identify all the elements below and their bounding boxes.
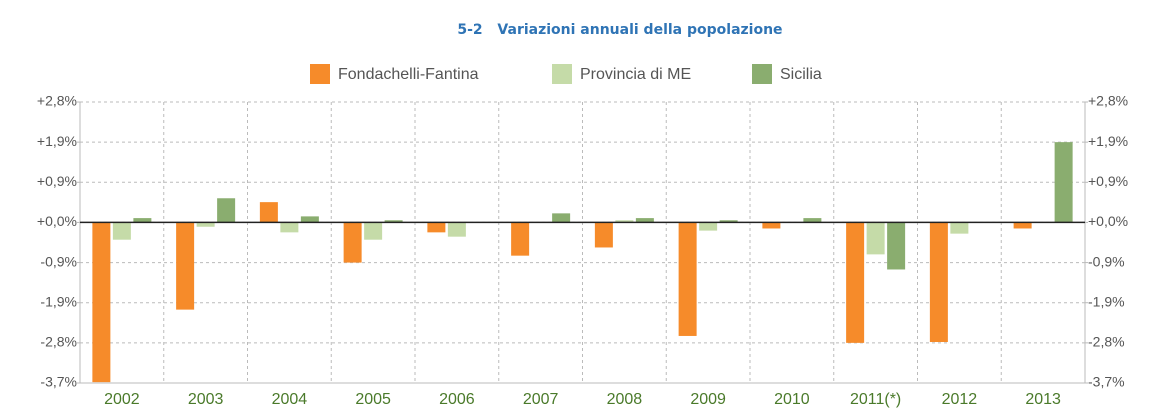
bar (92, 222, 111, 383)
y2-tick-label: +0,0% (1088, 213, 1128, 229)
y2-tick-label: -1,9% (1088, 293, 1125, 309)
y2-tick-label: -2,8% (1088, 334, 1125, 350)
y2-tick-label: +1,9% (1088, 133, 1128, 149)
bar (300, 216, 319, 223)
y-tick-label: -3,7% (40, 374, 77, 390)
bar (887, 222, 906, 270)
y-tick-label: +0,9% (37, 173, 77, 189)
x-tick-label: 2011(*) (850, 391, 901, 408)
bar (635, 218, 654, 223)
bar (866, 222, 885, 255)
bar (217, 198, 236, 223)
x-tick-label: 2008 (607, 391, 643, 408)
figure-number: 5-2 (457, 22, 482, 38)
bar (552, 213, 571, 223)
x-tick-label: 2013 (1025, 391, 1061, 408)
y2-tick-label: +0,9% (1088, 173, 1128, 189)
legend-label: Provincia di ME (580, 66, 691, 83)
y2-tick-label: +2,8% (1088, 93, 1128, 109)
bar (511, 222, 530, 256)
bar (1054, 142, 1073, 223)
x-tick-label: 2010 (774, 391, 810, 408)
bar (950, 222, 969, 234)
bar (594, 222, 613, 248)
legend-swatch (552, 64, 572, 84)
x-tick-label: 2007 (523, 391, 559, 408)
bar (343, 222, 362, 263)
bar (1013, 222, 1032, 229)
x-tick-label: 2012 (942, 391, 978, 408)
y2-tick-label: -3,7% (1088, 374, 1125, 390)
bar (364, 222, 383, 240)
bar (427, 222, 446, 233)
y2-tick-label: -0,9% (1088, 253, 1125, 269)
bar (259, 202, 278, 223)
bar (384, 220, 403, 223)
y-tick-label: +2,8% (37, 93, 77, 109)
bar (803, 218, 822, 223)
legend-swatch (752, 64, 772, 84)
x-tick-label: 2005 (355, 391, 391, 408)
bar (133, 218, 152, 223)
legend-label: Sicilia (780, 66, 822, 83)
y-tick-label: +1,9% (37, 133, 77, 149)
bar (280, 222, 299, 233)
x-tick-label: 2009 (690, 391, 726, 408)
legend-swatch (310, 64, 330, 84)
y-tick-label: -2,8% (40, 334, 77, 350)
x-tick-label: 2002 (104, 391, 140, 408)
y-tick-label: -1,9% (40, 293, 77, 309)
bar (678, 222, 697, 336)
x-tick-label: 2003 (188, 391, 224, 408)
y-tick-label: +0,0% (37, 213, 77, 229)
x-tick-label: 2006 (439, 391, 475, 408)
bar (699, 222, 718, 231)
bar (719, 220, 738, 223)
chart-title: Variazioni annuali della popolazione (497, 22, 782, 38)
bar (176, 222, 195, 310)
y-tick-label: -0,9% (40, 253, 77, 269)
bar (846, 222, 865, 343)
bar (929, 222, 948, 342)
bar (196, 222, 215, 227)
bar (762, 222, 781, 229)
bar (447, 222, 466, 237)
bar (112, 222, 131, 240)
x-tick-label: 2004 (272, 391, 308, 408)
bar (615, 220, 634, 223)
legend-label: Fondachelli-Fantina (338, 66, 479, 83)
